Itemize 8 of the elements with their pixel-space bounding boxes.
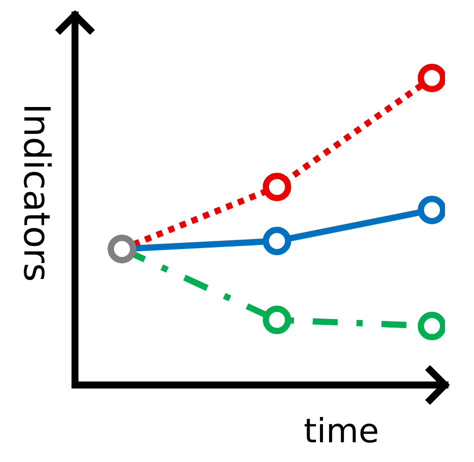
point [262, 172, 292, 202]
point [418, 312, 445, 340]
point [418, 196, 445, 224]
point [418, 64, 445, 92]
y-axis-title: Indicators [24, 106, 52, 280]
x-axis-title: time [304, 416, 378, 443]
point [262, 226, 292, 256]
point [262, 306, 292, 334]
